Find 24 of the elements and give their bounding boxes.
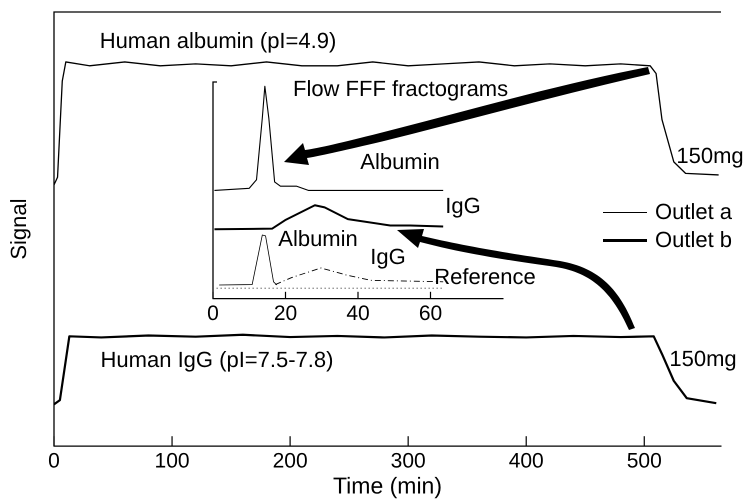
x-tick-label: 100 — [154, 450, 190, 473]
x-tick-label: 60 — [418, 302, 442, 326]
annotation: IgG — [370, 244, 406, 270]
text: Human albumin (pI=4.9) — [100, 28, 336, 54]
annotation: Albumin — [360, 149, 440, 174]
x-tick-label: 20 — [274, 302, 298, 326]
annotation: Reference — [434, 264, 536, 290]
x-tick-label: 200 — [272, 450, 308, 473]
chart-title: Flow FFF fractograms — [293, 76, 508, 102]
annotation: 150mg — [669, 346, 737, 372]
legend-label: Outlet a — [655, 198, 732, 226]
x-tick-label: 400 — [508, 450, 544, 473]
x-tick-label: 500 — [626, 450, 662, 473]
x-axis-title: Time (min) — [332, 472, 442, 499]
legend-label: Outlet b — [655, 226, 732, 254]
x-tick-label: 40 — [346, 302, 370, 326]
annotation: Albumin — [278, 226, 358, 252]
y-axis-title: Signal — [6, 198, 32, 260]
x-tick-label: 0 — [207, 302, 219, 326]
annotation: Human IgG (pI=7.5-7.8) — [100, 347, 334, 372]
x-tick-label: 0 — [48, 450, 60, 473]
annotation: IgG — [445, 193, 481, 218]
x-tick-label: 300 — [390, 450, 426, 473]
annotation: 150mg — [676, 143, 744, 168]
